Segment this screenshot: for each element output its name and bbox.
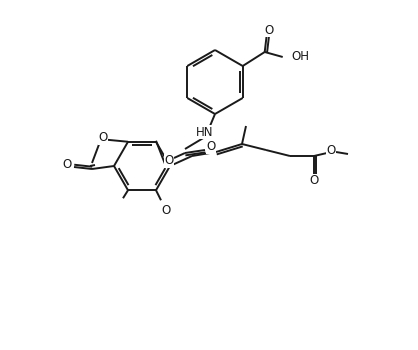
Text: HN: HN xyxy=(196,126,214,139)
Text: O: O xyxy=(161,204,171,217)
Text: OH: OH xyxy=(292,50,310,63)
Text: O: O xyxy=(326,145,336,158)
Text: O: O xyxy=(264,23,273,36)
Text: O: O xyxy=(164,154,173,168)
Text: O: O xyxy=(62,159,71,172)
Text: O: O xyxy=(98,131,107,144)
Text: O: O xyxy=(309,175,319,188)
Text: O: O xyxy=(206,140,216,154)
